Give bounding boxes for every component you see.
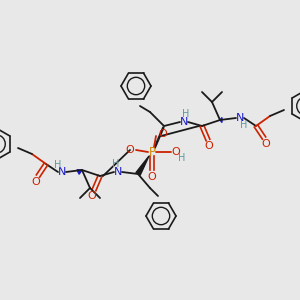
Polygon shape xyxy=(220,118,222,122)
Text: O: O xyxy=(88,191,96,201)
Text: O: O xyxy=(126,145,134,155)
Text: O: O xyxy=(159,129,167,139)
Text: O: O xyxy=(172,147,180,157)
Text: N: N xyxy=(114,167,122,177)
Text: N: N xyxy=(236,113,244,123)
Polygon shape xyxy=(136,156,149,175)
Text: O: O xyxy=(205,141,213,151)
Text: H: H xyxy=(178,153,186,163)
Text: O: O xyxy=(262,139,270,149)
Text: O: O xyxy=(148,172,156,182)
Text: H: H xyxy=(182,109,190,119)
Text: H: H xyxy=(54,160,62,170)
Text: H: H xyxy=(240,120,248,130)
Text: N: N xyxy=(58,167,66,177)
Text: N: N xyxy=(180,117,188,127)
Text: O: O xyxy=(32,177,40,187)
Text: H: H xyxy=(112,159,120,169)
Text: P: P xyxy=(148,146,155,158)
Polygon shape xyxy=(77,170,82,174)
